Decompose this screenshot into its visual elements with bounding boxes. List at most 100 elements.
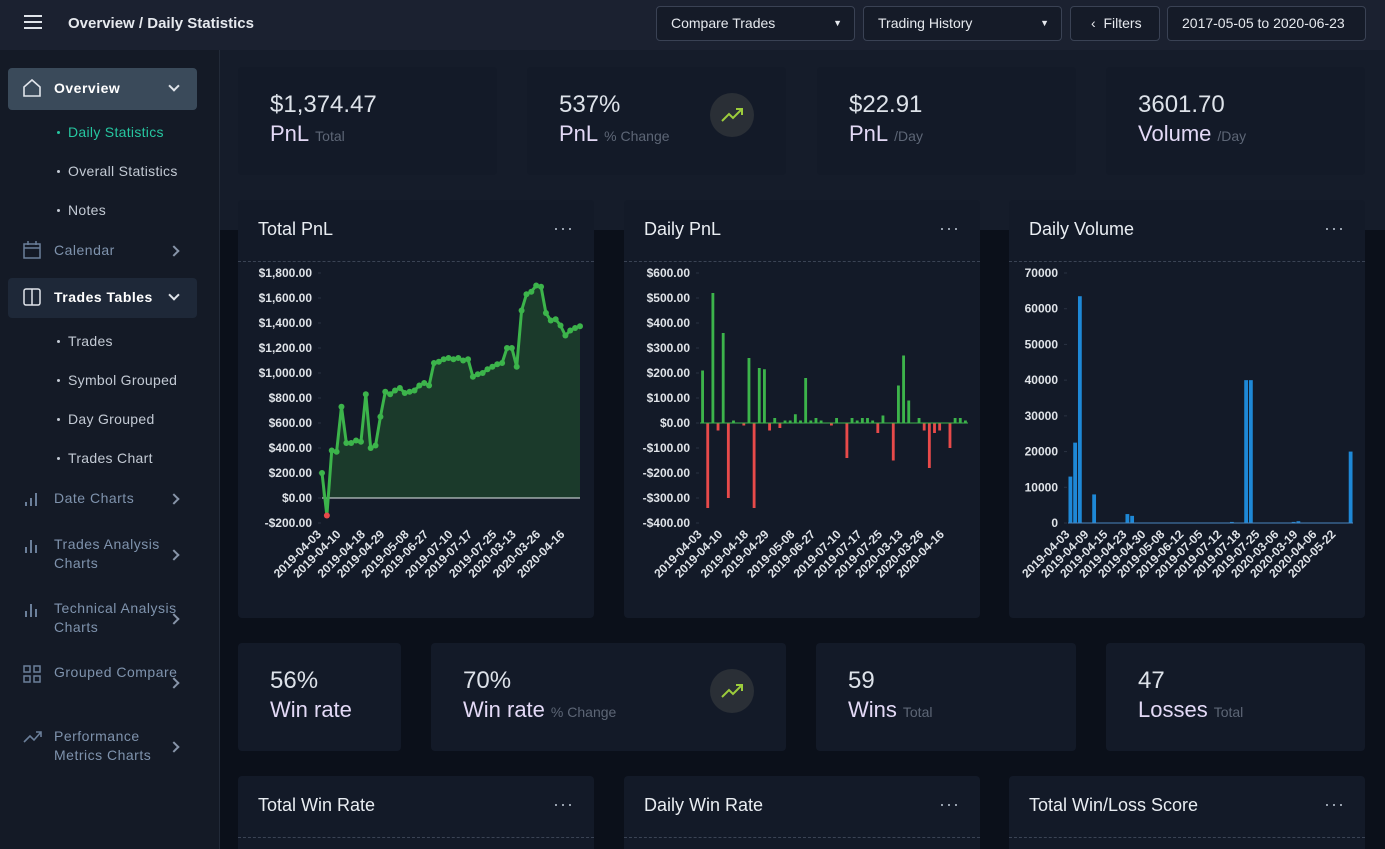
- point: [450, 356, 457, 363]
- point: [445, 355, 452, 361]
- divider: [624, 837, 980, 838]
- stat-sub: Total: [1213, 704, 1244, 720]
- bar: [706, 423, 710, 508]
- point: [440, 356, 447, 363]
- menu-dots[interactable]: ···: [1324, 218, 1345, 238]
- date-range[interactable]: 2017-05-05 to 2020-06-23: [1167, 6, 1366, 41]
- point: [319, 470, 325, 476]
- stat-value: 56%: [270, 667, 319, 694]
- y-tick-label: $300.00: [647, 341, 691, 355]
- bar: [958, 418, 962, 423]
- point: [372, 442, 379, 449]
- chart-title: Daily Volume: [1029, 219, 1135, 239]
- bar: [1296, 521, 1301, 523]
- nav-item[interactable]: Trades Analysis Charts: [54, 536, 160, 571]
- y-tick-label: 60000: [1025, 302, 1059, 316]
- bar: [1077, 296, 1082, 523]
- dropdown[interactable]: Trading History ▼: [863, 6, 1062, 41]
- point: [406, 388, 413, 395]
- bar: [1229, 521, 1234, 523]
- chart-title: Total Win Rate: [258, 795, 376, 815]
- divider: [238, 837, 594, 838]
- nav-item[interactable]: Overview: [54, 80, 121, 96]
- nav-item[interactable]: Technical Analysis Charts: [54, 600, 177, 635]
- bullet: [57, 379, 60, 382]
- bar: [907, 400, 911, 423]
- nav-sub-item[interactable]: Symbol Grouped: [68, 372, 178, 388]
- point: [328, 447, 335, 454]
- sidebar: [0, 50, 220, 849]
- stat-line: Volume/Day: [1138, 121, 1246, 147]
- bar: [855, 420, 859, 423]
- menu-icon[interactable]: [24, 14, 42, 30]
- nav-item[interactable]: Date Charts: [54, 490, 135, 506]
- icon-arrow: [721, 108, 743, 122]
- menu-dots[interactable]: ···: [1324, 794, 1345, 814]
- point: [401, 390, 408, 396]
- bar: [799, 420, 802, 423]
- stat-label: PnL: [849, 121, 889, 146]
- chart: 7000060000500004000030000200001000002019…: [1019, 266, 1353, 581]
- bullet: [57, 170, 60, 173]
- bar: [850, 418, 854, 423]
- icon-arrow: [721, 684, 743, 698]
- nav-sub-item[interactable]: Daily Statistics: [68, 124, 164, 140]
- bar: [1092, 494, 1097, 523]
- calendar-icon: [23, 241, 41, 259]
- y-tick-label: $200.00: [647, 366, 691, 380]
- chart-icon: [25, 493, 37, 506]
- nav-sub-item[interactable]: Trades: [68, 333, 113, 349]
- trend-icon: [710, 93, 754, 137]
- nav-sub-item[interactable]: Trades Chart: [68, 450, 153, 466]
- stat-line: Win rate % Change: [463, 697, 616, 723]
- filters-button[interactable]: ‹ Filters: [1070, 6, 1160, 41]
- stat-card: $1,374.47 PnL Total: [238, 67, 497, 175]
- point: [333, 448, 340, 455]
- bar: [701, 370, 704, 423]
- point: [343, 440, 350, 446]
- bar: [938, 423, 942, 431]
- point: [479, 370, 486, 376]
- button-label: 2017-05-05 to 2020-06-23: [1182, 15, 1345, 31]
- crumb[interactable]: Overview: [68, 15, 135, 32]
- point: [338, 403, 345, 410]
- nav-sub-item[interactable]: Notes: [68, 202, 107, 218]
- bullet: [57, 418, 60, 421]
- y-tick-label: $600.00: [269, 416, 313, 430]
- dropdown[interactable]: Compare Trades ▼: [656, 6, 855, 41]
- bar: [866, 418, 869, 423]
- stat-sub: % Change: [550, 704, 617, 720]
- nav-item[interactable]: Calendar: [54, 242, 115, 258]
- bar: [860, 418, 864, 423]
- bar: [1244, 380, 1249, 523]
- chart-icon: [25, 540, 37, 553]
- nav-sub-item[interactable]: Day Grouped: [68, 411, 155, 427]
- bar: [773, 418, 777, 423]
- nav-item[interactable]: Grouped Compare: [54, 664, 178, 680]
- bar: [732, 420, 735, 423]
- y-tick-label: $400.00: [647, 316, 691, 330]
- bar: [927, 423, 931, 468]
- menu-dots[interactable]: ···: [939, 218, 960, 238]
- stat-card: 59 Wins Total: [816, 643, 1076, 751]
- bullet: [57, 131, 60, 134]
- nav-sub-item[interactable]: Overall Statistics: [68, 163, 178, 179]
- bar: [778, 423, 782, 428]
- bar: [1068, 476, 1073, 523]
- nav-item[interactable]: Performance Metrics Charts: [54, 728, 152, 763]
- nav-item[interactable]: Trades Tables: [54, 289, 153, 305]
- bar: [948, 423, 952, 448]
- bar: [757, 368, 761, 423]
- menu-dots[interactable]: ···: [939, 794, 960, 814]
- y-tick-label: $600.00: [647, 266, 691, 280]
- bar: [964, 420, 967, 423]
- stat-value: 537%: [559, 91, 621, 118]
- y-tick-label: $200.00: [269, 466, 313, 480]
- point: [367, 445, 374, 451]
- menu-dots[interactable]: ···: [553, 218, 574, 238]
- menu-dots[interactable]: ···: [553, 794, 574, 814]
- bar: [747, 358, 751, 423]
- point: [396, 385, 403, 391]
- stat-line: Win rate: [270, 697, 352, 723]
- y-tick-label: 30000: [1025, 409, 1059, 423]
